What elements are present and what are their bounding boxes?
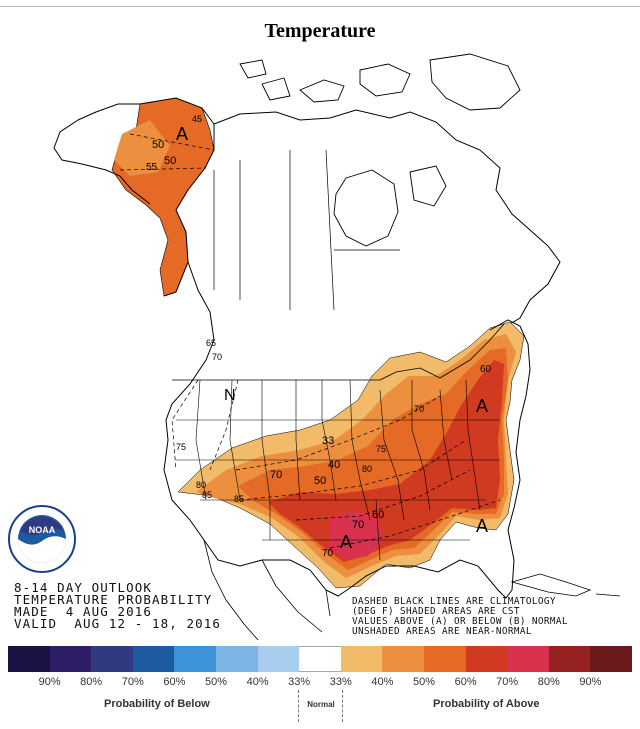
legend-note-line: DASHED BLACK LINES ARE CLIMATOLOGY bbox=[352, 596, 556, 607]
map-label: 70 bbox=[414, 404, 424, 414]
map-label: 50 bbox=[164, 155, 176, 167]
map-label: A bbox=[476, 396, 488, 416]
state-lines bbox=[176, 379, 500, 561]
map-label: 75 bbox=[176, 442, 186, 452]
scale-swatch bbox=[257, 646, 300, 672]
map-label: 85 bbox=[234, 494, 244, 504]
scale-tick-label: 40% bbox=[246, 676, 269, 688]
scale-tick-label: 50% bbox=[204, 676, 228, 688]
scale-tick-label: 90% bbox=[579, 676, 602, 688]
scale-swatch bbox=[423, 646, 466, 672]
scale-tick-label: 70% bbox=[496, 676, 519, 688]
mexico-outline bbox=[203, 539, 331, 641]
scale-tick-label: 70% bbox=[121, 676, 144, 688]
below-caption: Probability of Below bbox=[104, 698, 210, 710]
scale-swatch bbox=[382, 646, 424, 672]
hudson-bay-outline bbox=[333, 169, 399, 247]
map-label: 60 bbox=[480, 364, 492, 375]
above-normal-80-area bbox=[330, 510, 384, 560]
scale-tick-label: 40% bbox=[371, 676, 394, 688]
normal-divider-left bbox=[298, 690, 299, 722]
noaa-logo-icon: NOAA bbox=[8, 505, 76, 573]
above-normal-70-area bbox=[268, 360, 504, 562]
scale-tick-label: 33% bbox=[329, 676, 352, 688]
scale-swatch bbox=[340, 646, 383, 672]
map-label: 70 bbox=[352, 519, 364, 531]
map-label: 45 bbox=[192, 114, 202, 124]
scale-swatch bbox=[590, 646, 632, 672]
arctic-islands-outline bbox=[239, 53, 521, 207]
noaa-logo-text: NOAA bbox=[29, 525, 56, 535]
scale-tick-label: 80% bbox=[80, 676, 103, 688]
scale-tick-label: 33% bbox=[288, 676, 311, 688]
scale-swatch bbox=[174, 646, 216, 672]
us-canada-border bbox=[172, 323, 505, 381]
map-label: 40 bbox=[328, 459, 340, 471]
normal-caption: Normal bbox=[307, 700, 335, 709]
map-label: 50 bbox=[152, 139, 164, 151]
map-label: N bbox=[224, 387, 236, 404]
outlook-info: 8-14 DAY OUTLOOK TEMPERATURE PROBABILITY M… bbox=[14, 580, 222, 631]
scale-tick-label: 90% bbox=[38, 676, 61, 688]
map-label: 75 bbox=[376, 444, 386, 454]
map-label: A bbox=[340, 532, 352, 552]
legend-note-line: VALUES ABOVE (A) OR BELOW (B) NORMAL bbox=[352, 616, 568, 627]
scale-tick-label: 60% bbox=[163, 676, 186, 688]
map-label: 60 bbox=[372, 509, 384, 521]
scale-tick-label: 80% bbox=[537, 676, 560, 688]
alaska-light-area bbox=[114, 120, 170, 176]
map-label: 85 bbox=[202, 490, 212, 500]
map-label: 80 bbox=[362, 464, 372, 474]
scale-swatch bbox=[91, 646, 133, 672]
page-title: Temperature bbox=[264, 20, 376, 42]
map-label: 70 bbox=[212, 352, 222, 362]
climatology-dashed-lines bbox=[119, 133, 501, 549]
scale-swatch bbox=[548, 646, 591, 672]
outlook-line: 8-14 DAY OUTLOOK bbox=[14, 580, 153, 595]
above-caption: Probability of Above bbox=[433, 698, 540, 710]
probability-color-scale bbox=[8, 646, 632, 672]
outlook-line: VALID AUG 12 - 18, 2016 bbox=[14, 616, 222, 631]
scale-swatch bbox=[299, 646, 341, 672]
legend-note-line: (DEG F) SHADED AREAS ARE CST bbox=[352, 606, 520, 617]
map-label: 50 bbox=[314, 475, 326, 487]
map-label: 70 bbox=[270, 469, 282, 481]
normal-divider-right bbox=[342, 690, 343, 722]
legend-note: DASHED BLACK LINES ARE CLIMATOLOGY (DEG F… bbox=[352, 597, 568, 637]
scale-swatch bbox=[8, 646, 50, 672]
top-rule bbox=[0, 6, 640, 7]
caribbean-outline bbox=[510, 573, 621, 597]
outlook-line: TEMPERATURE PROBABILITY bbox=[14, 592, 213, 607]
map-label: 33 bbox=[322, 435, 334, 447]
canada-outline bbox=[165, 109, 561, 441]
scale-swatch bbox=[507, 646, 549, 672]
scale-tick-label: 50% bbox=[412, 676, 436, 688]
scale-swatch bbox=[132, 646, 175, 672]
scale-swatch bbox=[215, 646, 258, 672]
map-label: A bbox=[176, 124, 188, 144]
scale-swatch bbox=[49, 646, 92, 672]
probability-ticks: 90% 80% 70% 60% 50% 40% 33% 33% 40% 50% 60% 70% 80% 9… bbox=[8, 676, 632, 690]
map-label: 55 bbox=[146, 162, 158, 173]
outlook-line: MADE 4 AUG 2016 bbox=[14, 604, 153, 619]
scale-swatch bbox=[465, 646, 508, 672]
map-label: A bbox=[476, 516, 488, 536]
probability-map: A 45 50 50 55 65 70 N 75 80 85 60 A 33 4… bbox=[0, 48, 640, 648]
legend-note-line: UNSHADED AREAS ARE NEAR-NORMAL bbox=[352, 626, 532, 637]
map-label: 65 bbox=[206, 338, 216, 348]
map-label: 80 bbox=[196, 480, 206, 490]
map-label: 70 bbox=[322, 548, 334, 559]
scale-tick-label: 60% bbox=[454, 676, 477, 688]
conus-outline bbox=[163, 319, 531, 599]
